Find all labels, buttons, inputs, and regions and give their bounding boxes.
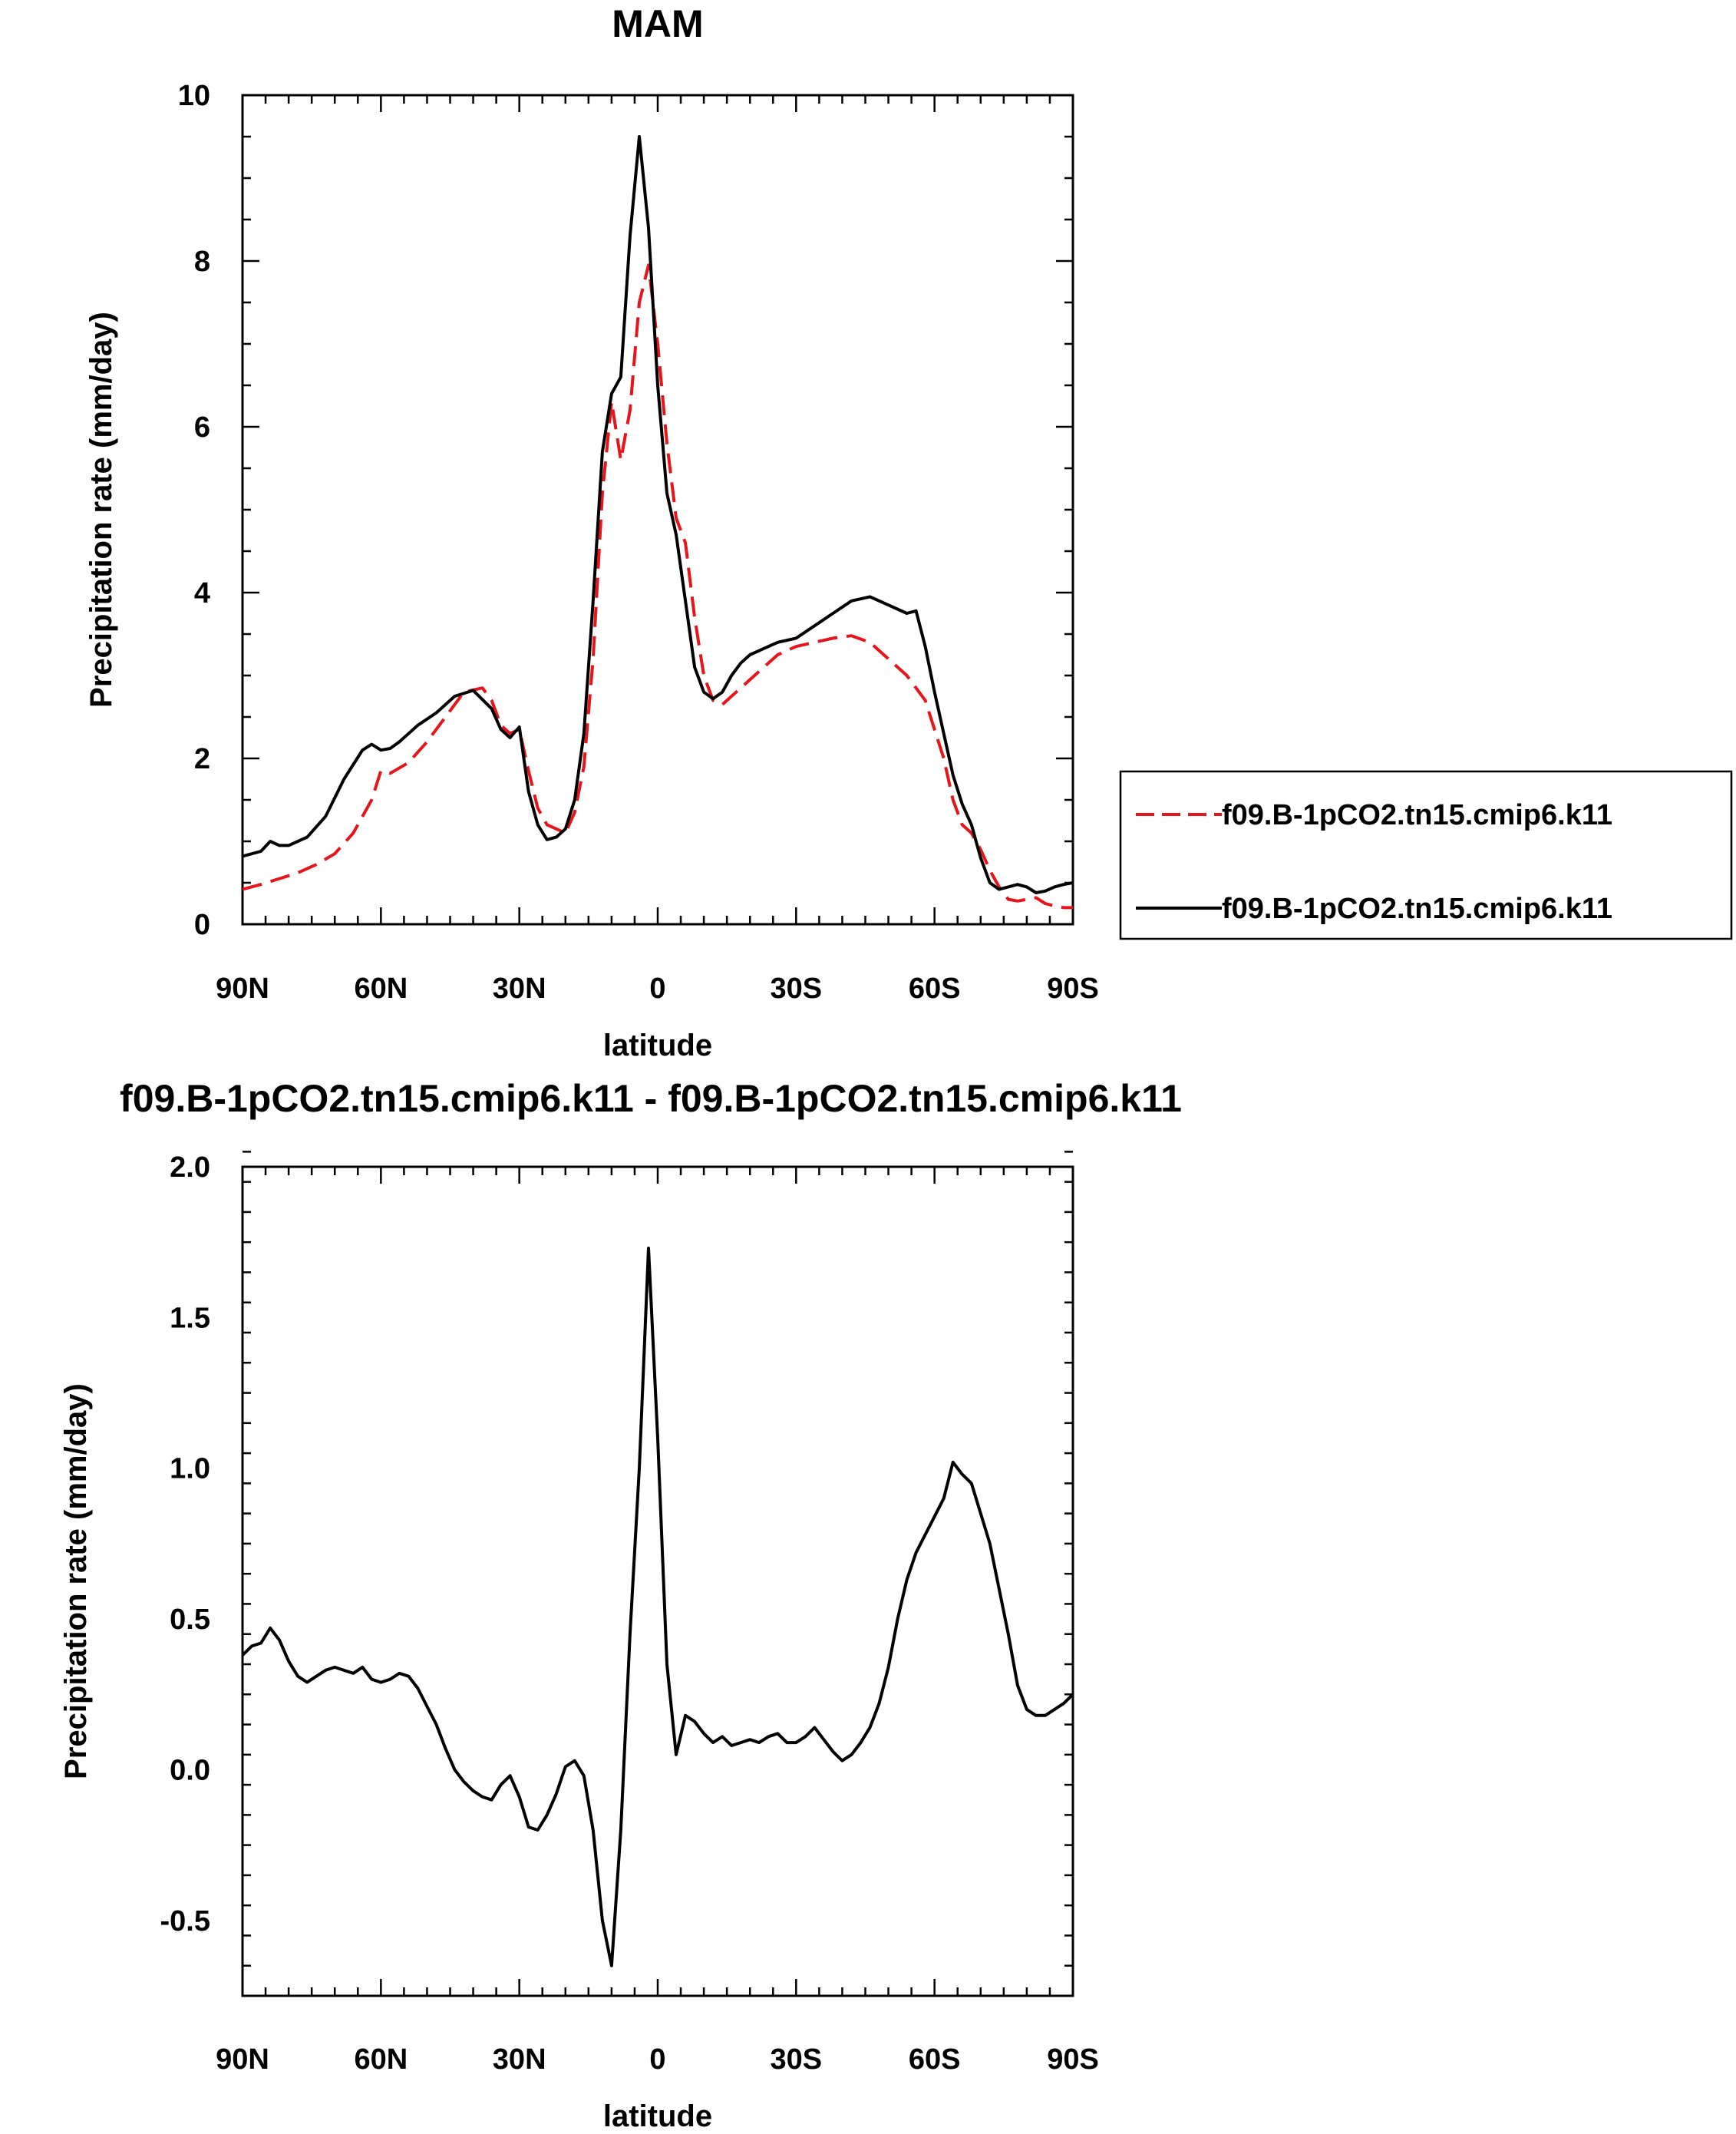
x-tick-label: 90N [216, 2043, 269, 2076]
plot-frame [241, 94, 1074, 926]
x-tick-label: 60N [354, 2043, 408, 2076]
y-tick-label: 10 [178, 80, 210, 112]
x-axis-label: latitude [603, 1029, 712, 1062]
legend-entry-2: f09.B-1pCO2.tn15.cmip6.k11 [1222, 893, 1612, 925]
legend-entry-1: f09.B-1pCO2.tn15.cmip6.k11 [1222, 799, 1612, 831]
x-tick-label: 0 [649, 2043, 665, 2076]
x-tick-label: 90S [1047, 973, 1099, 1005]
x-axis-label: latitude [603, 2099, 712, 2133]
y-tick-label: 2.0 [170, 1151, 210, 1184]
plot-frame [241, 1165, 1074, 1997]
y-tick-label: 1.5 [170, 1302, 210, 1334]
x-tick-label: 0 [649, 973, 665, 1005]
x-tick-label: 90N [216, 973, 269, 1005]
y-tick-label: 0 [194, 909, 210, 941]
x-tick-label: 30S [771, 2043, 823, 2076]
y-axis-label: Precipitation rate (mm/day) [59, 1383, 93, 1779]
legend: f09.B-1pCO2.tn15.cmip6.k11 f09.B-1pCO2.tn… [1119, 770, 1733, 940]
chart-panel-2: f09.B-1pCO2.tn15.cmip6.k11 - f09.B-1pCO2… [59, 1077, 1182, 2133]
x-tick-label: 60S [909, 973, 961, 1005]
y-tick-label: 0.0 [170, 1754, 210, 1786]
y-tick-label: 1.0 [170, 1453, 210, 1485]
x-tick-label: 30N [493, 2043, 546, 2076]
x-tick-label: 30S [771, 973, 823, 1005]
chart-title: f09.B-1pCO2.tn15.cmip6.k11 - f09.B-1pCO2… [120, 1077, 1182, 1120]
series-line-1 [241, 1247, 1074, 1967]
chart-title: MAM [612, 2, 703, 45]
y-tick-label: 6 [194, 411, 210, 444]
y-tick-label: 8 [194, 246, 210, 278]
legend-box [1119, 770, 1733, 940]
x-tick-label: 90S [1047, 2043, 1099, 2076]
series-line-1 [242, 263, 1073, 910]
y-tick-label: -0.5 [160, 1905, 210, 1937]
x-tick-label: 30N [493, 973, 546, 1005]
y-tick-label: 2 [194, 743, 210, 775]
chart-panel-1: MAM 90N 60N 30N 0 30S 60S 90S 0 2 4 6 8 10 latitude Pre… [84, 2, 1099, 1062]
y-axis-label: Precipitation rate (mm/day) [84, 312, 118, 708]
series-line-2 [242, 135, 1074, 894]
y-tick-label: 0.5 [170, 1604, 210, 1636]
x-tick-label: 60N [354, 973, 408, 1005]
x-tick-label: 60S [909, 2043, 961, 2076]
y-tick-label: 4 [194, 577, 210, 609]
